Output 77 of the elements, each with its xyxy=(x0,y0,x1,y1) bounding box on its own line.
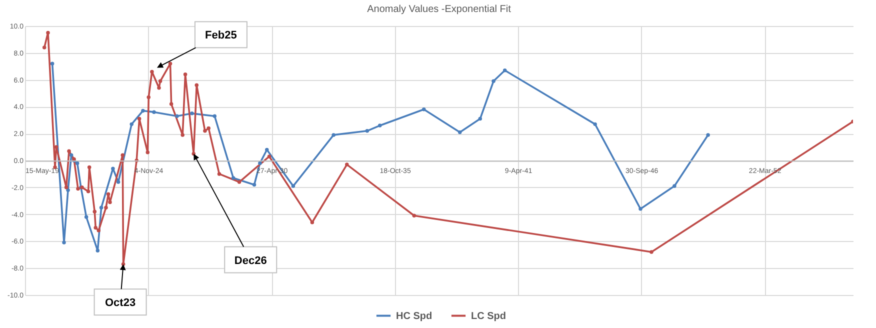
point xyxy=(64,186,68,190)
point xyxy=(104,206,108,210)
point xyxy=(310,220,314,224)
point xyxy=(66,188,70,192)
point xyxy=(46,30,50,35)
point xyxy=(252,182,256,187)
point xyxy=(492,79,496,84)
point xyxy=(42,46,46,50)
point xyxy=(237,180,242,184)
point xyxy=(258,161,262,166)
point xyxy=(217,172,222,176)
point xyxy=(146,150,150,154)
point xyxy=(458,130,462,134)
point xyxy=(146,95,150,100)
point xyxy=(231,176,236,180)
point xyxy=(87,165,92,170)
point xyxy=(120,153,124,157)
point xyxy=(111,166,115,170)
point xyxy=(84,215,88,219)
annotation: Dec26 xyxy=(234,254,267,267)
chart-title: Anomaly Values -Exponential Fit xyxy=(367,4,512,15)
point xyxy=(180,133,184,137)
point xyxy=(412,214,416,218)
point xyxy=(169,102,174,106)
point xyxy=(175,114,179,118)
point xyxy=(54,145,58,149)
point xyxy=(150,70,154,74)
point xyxy=(638,207,642,211)
point xyxy=(378,124,382,128)
point xyxy=(650,250,654,254)
point xyxy=(291,184,296,188)
point xyxy=(168,62,172,66)
point xyxy=(62,240,66,244)
point xyxy=(152,110,156,114)
point xyxy=(267,154,272,158)
point xyxy=(203,129,207,133)
point xyxy=(76,186,80,191)
legend-label: HC Spd xyxy=(396,310,432,322)
point xyxy=(265,148,269,152)
legend-label: LC Spd xyxy=(471,310,506,322)
point xyxy=(212,114,217,118)
point xyxy=(672,184,676,188)
point xyxy=(67,149,71,153)
point xyxy=(137,116,142,121)
point xyxy=(116,180,120,184)
point xyxy=(158,79,162,84)
label-box: Dec26 xyxy=(224,246,278,274)
point xyxy=(706,133,710,137)
point xyxy=(157,86,161,90)
point xyxy=(194,83,199,88)
annotation: Oct23 xyxy=(105,297,136,310)
point xyxy=(593,122,597,126)
point xyxy=(75,161,80,166)
point xyxy=(502,68,507,72)
point xyxy=(94,226,98,230)
point xyxy=(69,153,74,157)
point xyxy=(206,126,210,130)
point xyxy=(190,112,194,116)
point xyxy=(141,108,145,113)
point xyxy=(108,200,112,204)
label-box: Feb25 xyxy=(194,21,248,48)
point xyxy=(92,210,97,214)
point xyxy=(365,129,370,133)
point xyxy=(106,192,110,196)
point xyxy=(96,248,100,252)
point xyxy=(422,108,426,112)
point xyxy=(99,206,104,210)
point xyxy=(50,62,54,66)
label-box: Oct23 xyxy=(94,288,147,316)
point xyxy=(96,228,101,232)
point xyxy=(345,162,349,166)
point xyxy=(332,133,336,137)
annotation: Feb25 xyxy=(205,30,237,42)
point xyxy=(478,116,482,121)
point xyxy=(183,72,188,76)
point xyxy=(86,190,90,194)
point xyxy=(130,122,134,126)
